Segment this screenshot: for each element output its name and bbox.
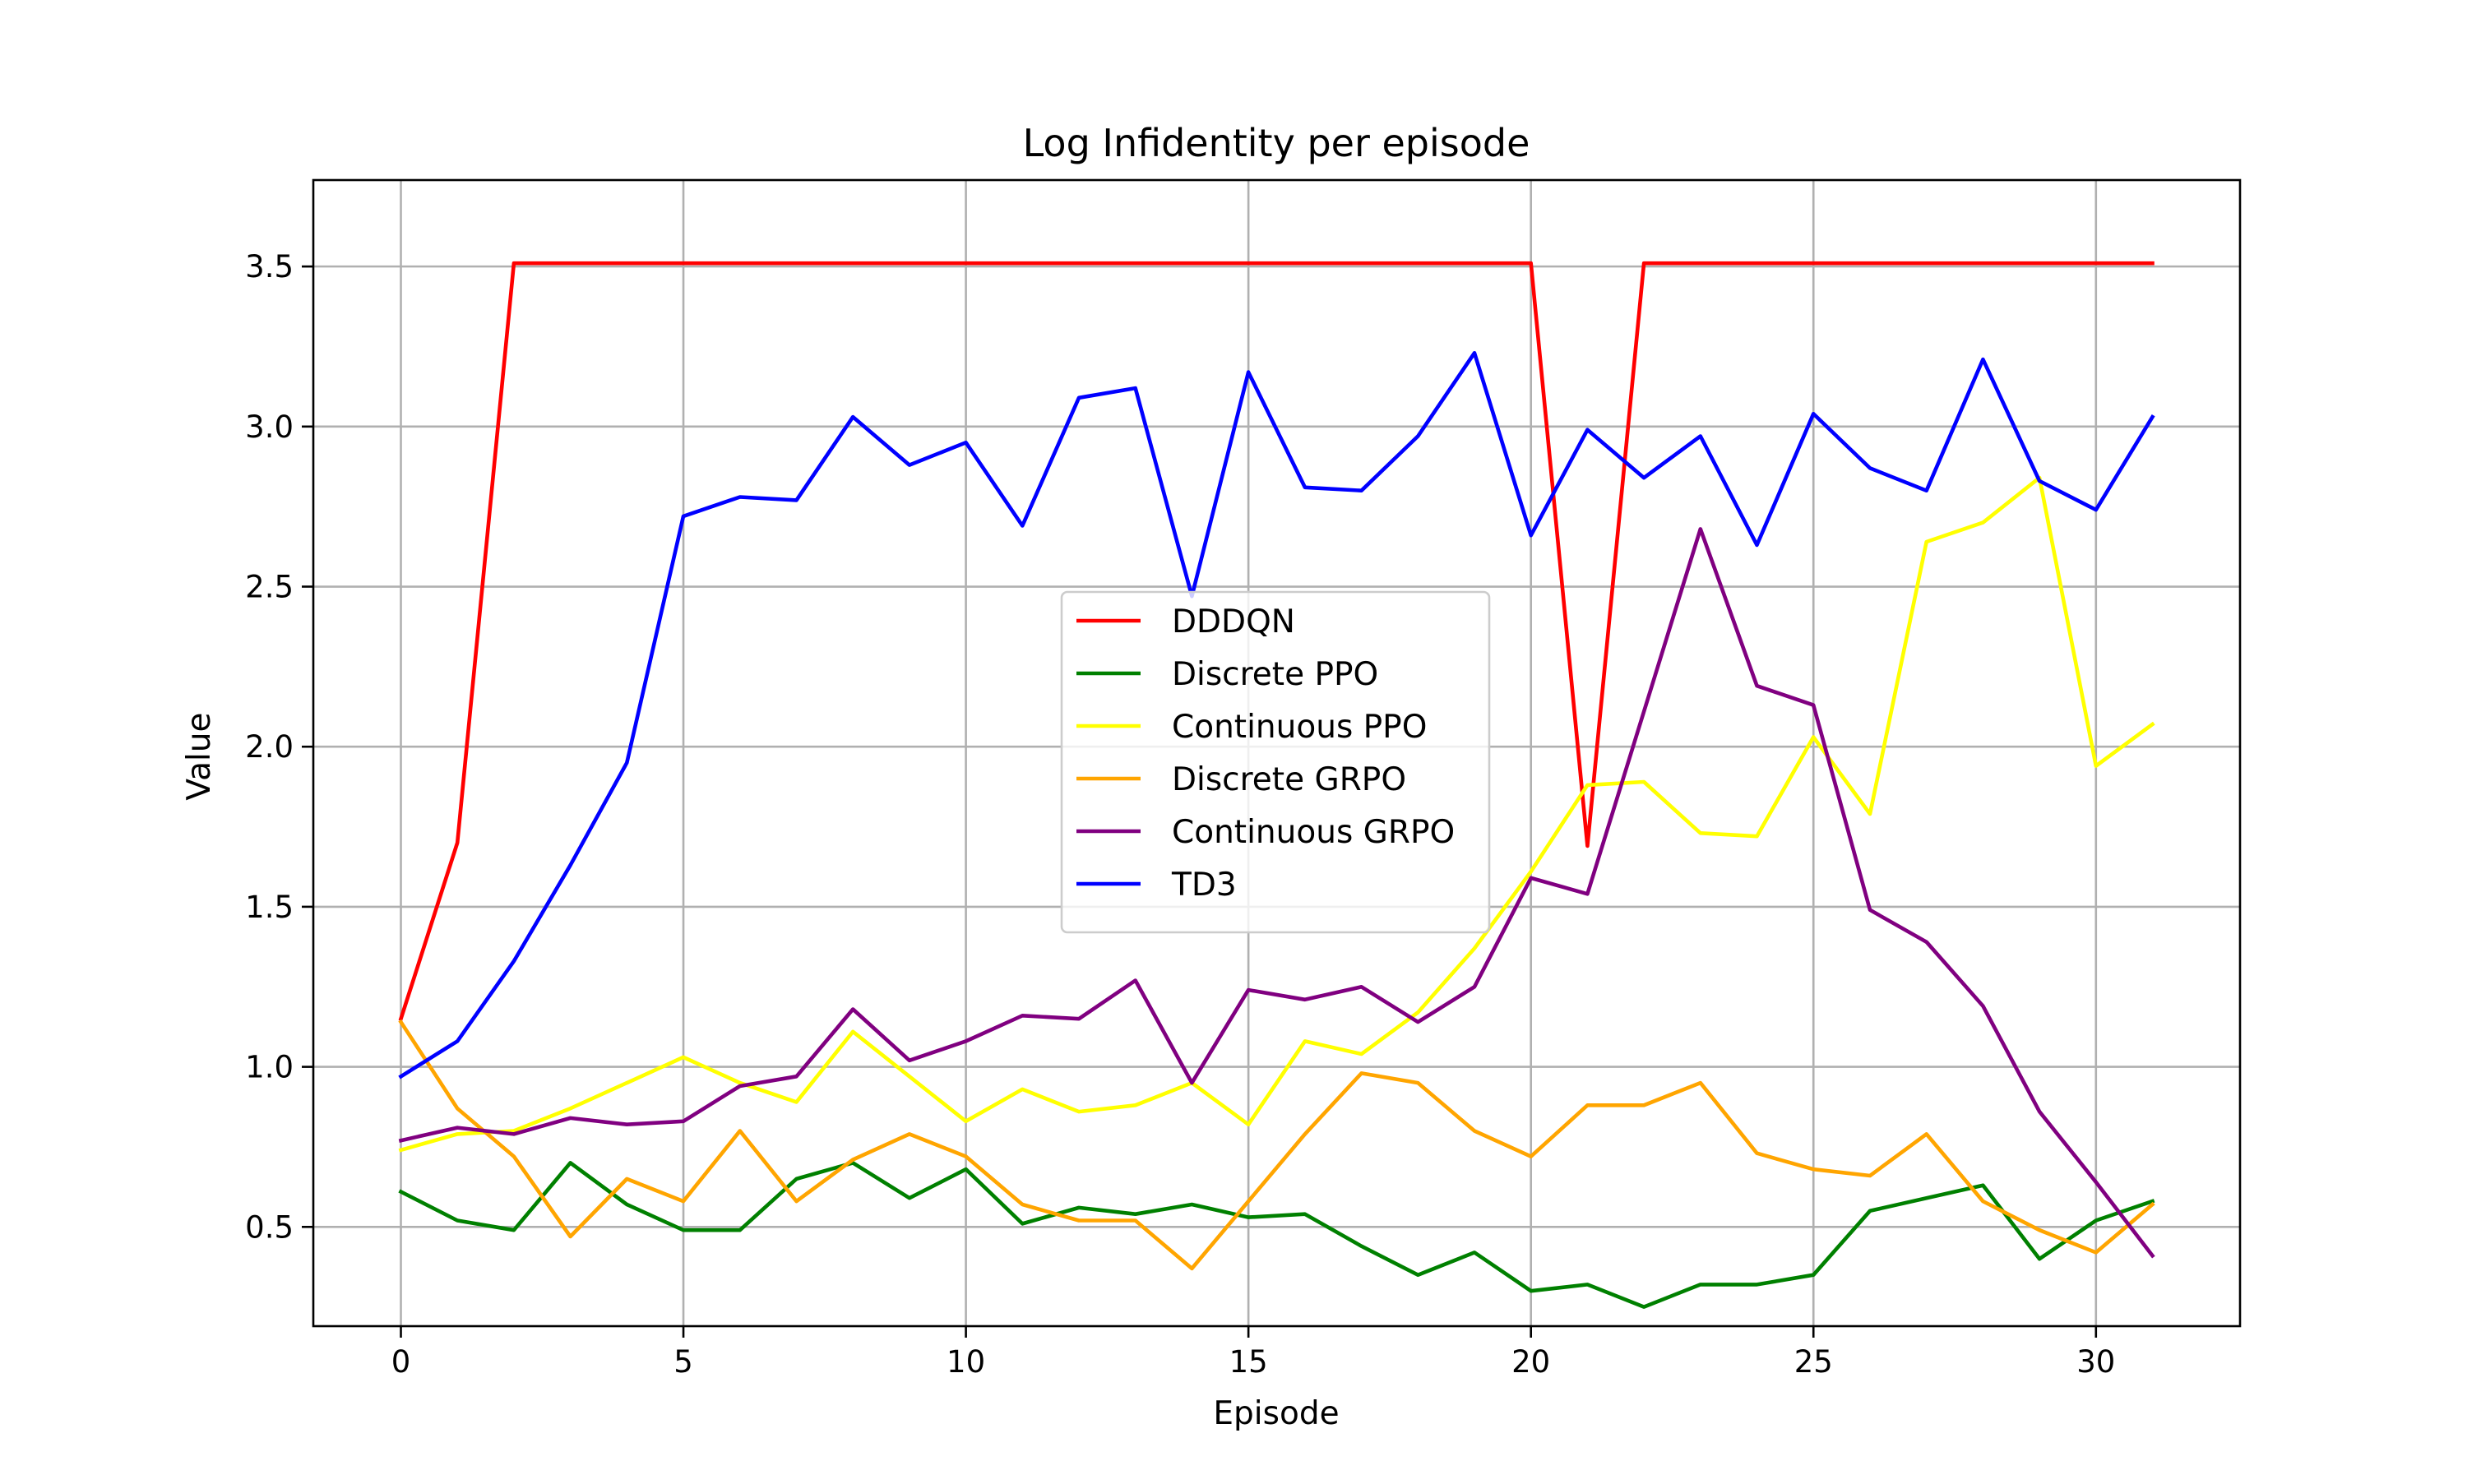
legend-label-discrete-grpo: Discrete GRPO bbox=[1172, 761, 1406, 798]
x-axis-label: Episode bbox=[1213, 1395, 1339, 1432]
y-axis-ticks: 0.5 1.0 1.5 2.0 2.5 3.0 3.5 bbox=[245, 249, 313, 1245]
legend-label-continuous-ppo: Continuous PPO bbox=[1172, 709, 1427, 746]
legend-label-discrete-ppo: Discrete PPO bbox=[1172, 656, 1378, 693]
legend: DDDQN Discrete PPO Continuous PPO Discrete … bbox=[1060, 590, 1491, 934]
legend-label-continuous-grpo: Continuous GRPO bbox=[1172, 814, 1455, 851]
legend-label-td3: TD3 bbox=[1171, 867, 1237, 904]
chart-title: Log Infidentity per episode bbox=[1023, 121, 1530, 165]
y-tick-label: 1.5 bbox=[245, 890, 294, 925]
x-tick-label: 30 bbox=[2076, 1344, 2115, 1380]
series-line-continuous-grpo bbox=[398, 527, 2155, 1259]
y-tick-label: 0.5 bbox=[245, 1209, 294, 1245]
series-line-discrete-grpo bbox=[398, 1019, 2155, 1271]
x-tick-label: 25 bbox=[1794, 1344, 1833, 1380]
x-axis-ticks: 0 5 10 15 20 25 30 bbox=[391, 1326, 2115, 1380]
series-line-dddqn bbox=[398, 261, 2155, 1022]
y-tick-label: 2.0 bbox=[245, 729, 294, 765]
legend-label-dddqn: DDDQN bbox=[1172, 603, 1295, 640]
x-tick-label: 5 bbox=[673, 1344, 693, 1380]
series-lines bbox=[398, 261, 2155, 1309]
y-tick-label: 3.0 bbox=[245, 409, 294, 445]
y-tick-label: 1.0 bbox=[245, 1050, 294, 1085]
series-line-continuous-ppo bbox=[398, 475, 2155, 1153]
series-line-td3 bbox=[398, 350, 2155, 1079]
x-tick-label: 15 bbox=[1229, 1344, 1268, 1380]
y-tick-label: 2.5 bbox=[245, 570, 294, 605]
x-tick-label: 0 bbox=[391, 1344, 411, 1380]
plot-area-frame bbox=[312, 178, 2242, 1328]
x-tick-label: 20 bbox=[1511, 1344, 1550, 1380]
y-tick-label: 3.5 bbox=[245, 249, 294, 284]
legend-box bbox=[1060, 590, 1491, 934]
x-tick-label: 10 bbox=[947, 1344, 985, 1380]
y-axis-label: Value bbox=[181, 712, 218, 800]
series-line-discrete-ppo bbox=[398, 1161, 2155, 1309]
